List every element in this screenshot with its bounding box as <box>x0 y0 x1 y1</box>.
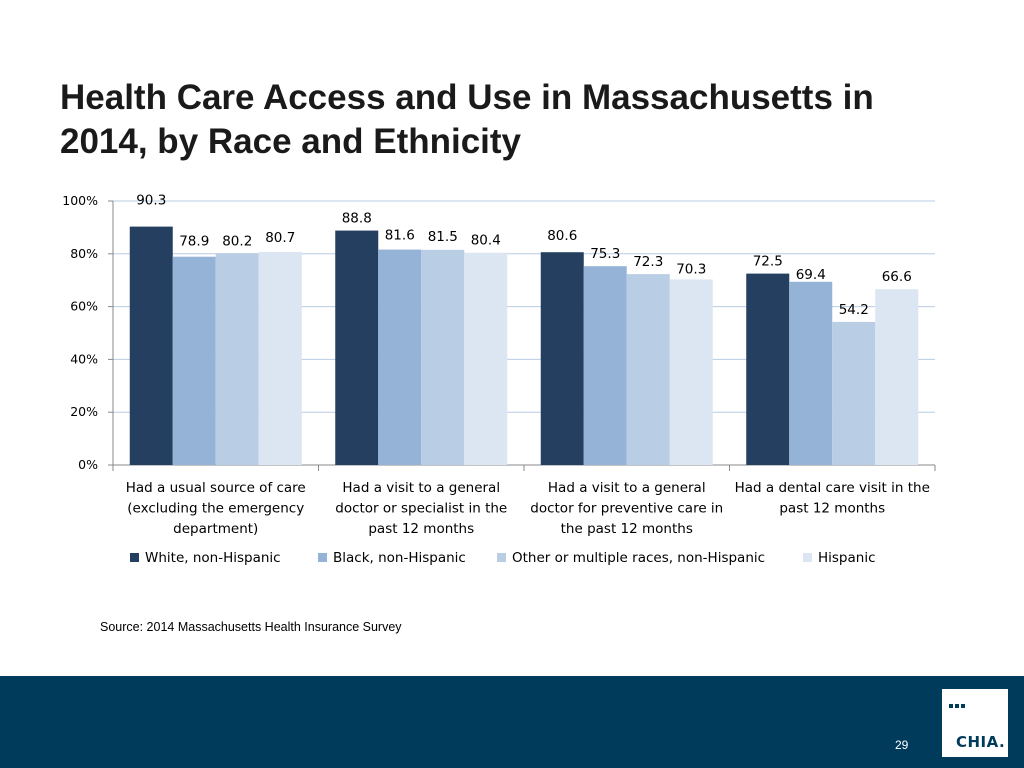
bar <box>215 253 259 465</box>
bar <box>258 251 302 465</box>
data-label: 75.3 <box>590 246 620 262</box>
bar <box>626 274 670 465</box>
logo-dots-icon <box>949 695 969 708</box>
x-category-label: Had a visit to a general <box>342 480 500 496</box>
slide-title: Health Care Access and Use in Massachuse… <box>60 78 874 161</box>
y-tick-label: 0% <box>78 457 98 472</box>
x-category-label: the past 12 months <box>561 521 693 537</box>
x-category-label: (excluding the emergency <box>127 501 304 517</box>
y-tick-label: 60% <box>70 299 98 314</box>
data-label: 78.9 <box>179 234 209 250</box>
data-label: 88.8 <box>342 211 372 227</box>
bar <box>129 226 173 465</box>
y-tick-label: 40% <box>70 351 98 366</box>
legend-swatch <box>318 553 327 562</box>
data-label: 80.2 <box>222 233 252 249</box>
data-label: 70.3 <box>676 261 706 277</box>
data-label: 81.6 <box>385 228 415 244</box>
bar <box>583 266 627 465</box>
bar <box>832 321 876 465</box>
data-label: 72.3 <box>633 254 663 270</box>
source-note: Source: 2014 Massachusetts Health Insura… <box>100 620 402 634</box>
legend-swatch <box>130 553 139 562</box>
x-category-label: past 12 months <box>368 521 474 537</box>
footer-band <box>0 676 1024 768</box>
legend-label: Black, non-Hispanic <box>333 550 466 566</box>
page-number: 29 <box>895 738 909 752</box>
legend-label: Hispanic <box>818 550 876 566</box>
y-tick-label: 100% <box>62 193 98 208</box>
legend-label: White, non-Hispanic <box>145 550 281 566</box>
x-category-label: Had a dental care visit in the <box>735 480 930 496</box>
bar <box>421 249 465 465</box>
x-category-label: Had a visit to a general <box>548 480 706 496</box>
legend-swatch <box>497 553 506 562</box>
bar <box>464 252 508 465</box>
chia-logo: CHIA. <box>942 689 1008 757</box>
bar <box>669 279 713 465</box>
x-category-label: doctor or specialist in the <box>335 501 507 517</box>
data-label: 90.3 <box>136 193 166 209</box>
bar <box>335 230 379 465</box>
data-label: 72.5 <box>753 254 783 270</box>
y-tick-label: 20% <box>70 404 98 419</box>
x-category-label: Had a usual source of care <box>126 480 306 496</box>
data-label: 54.2 <box>839 302 869 318</box>
bar <box>172 256 216 465</box>
legend-label: Other or multiple races, non-Hispanic <box>512 550 765 566</box>
x-category-label: department) <box>173 521 258 537</box>
y-tick-label: 80% <box>70 246 98 261</box>
data-label: 80.7 <box>265 230 295 246</box>
data-label: 66.6 <box>882 269 912 285</box>
x-category-label: past 12 months <box>779 501 885 517</box>
data-label: 80.4 <box>471 233 501 249</box>
bar <box>875 289 919 465</box>
bar <box>378 249 422 465</box>
bar <box>540 252 584 465</box>
bar <box>789 281 833 465</box>
bar <box>746 273 790 465</box>
legend-swatch <box>803 553 812 562</box>
logo-text: CHIA. <box>956 733 1006 751</box>
bar-chart: 0% 20% 40% 60% 80% 100% 90.3 78.9 80.2 80.7 Had a … <box>62 193 936 566</box>
data-label: 80.6 <box>547 228 577 244</box>
data-label: 81.5 <box>428 229 458 245</box>
data-label: 69.4 <box>796 267 826 283</box>
x-category-label: doctor for preventive care in <box>530 501 723 517</box>
